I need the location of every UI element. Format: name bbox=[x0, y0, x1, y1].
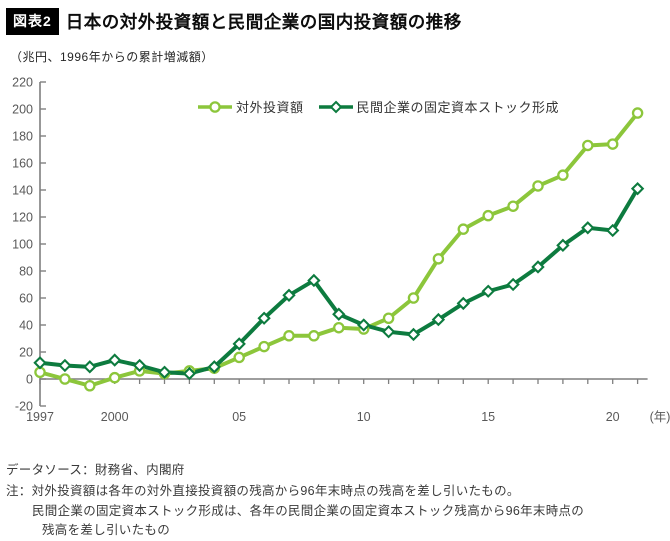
data-point-diamond bbox=[232, 337, 246, 351]
data-point-circle bbox=[283, 330, 295, 342]
data-point-diamond bbox=[481, 284, 495, 298]
y-tick-label: 60 bbox=[19, 292, 33, 306]
data-point-diamond bbox=[357, 318, 371, 332]
page-title: 日本の対外投資額と民間企業の国内投資額の推移 bbox=[65, 12, 462, 32]
figure-number-badge: 図表2 bbox=[6, 8, 59, 35]
data-point-diamond bbox=[257, 311, 271, 325]
data-point-diamond bbox=[332, 307, 346, 321]
x-tick-label: 10 bbox=[357, 410, 371, 424]
data-point-circle bbox=[582, 139, 594, 152]
data-point-diamond bbox=[381, 325, 396, 339]
data-point-circle bbox=[432, 253, 445, 265]
data-point-circle bbox=[84, 379, 96, 392]
data-point-circle bbox=[382, 312, 395, 324]
data-point-circle bbox=[108, 371, 121, 384]
unit-note: （兆円、1996年からの累計増減額） bbox=[10, 50, 214, 64]
x-tick-label: 15 bbox=[481, 410, 495, 424]
data-point-diamond bbox=[207, 360, 221, 374]
note-line-3: 残高を差し引いたもの bbox=[42, 523, 171, 538]
data-point-diamond bbox=[33, 356, 47, 370]
circle-series-marker-icon bbox=[198, 100, 232, 113]
data-point-circle bbox=[557, 169, 569, 181]
legend-label: 民間企業の固定資本ストック形成 bbox=[356, 100, 560, 115]
data-point-circle bbox=[233, 351, 245, 364]
note-line-2: 民間企業の固定資本ストック形成は、各年の民間企業の固定資本ストック残高から96年… bbox=[32, 503, 585, 518]
y-tick-label: 40 bbox=[19, 319, 33, 333]
chart-header: 図表2 日本の対外投資額と民間企業の国内投資額の推移 bbox=[0, 0, 670, 35]
x-axis-unit-label: (年) bbox=[650, 410, 670, 424]
data-point-circle bbox=[606, 138, 619, 150]
data-point-diamond bbox=[182, 366, 197, 381]
x-tick-label: 1997 bbox=[26, 410, 54, 424]
data-point-circle bbox=[59, 373, 71, 385]
data-point-diamond bbox=[456, 296, 470, 311]
y-tick-label: 80 bbox=[19, 265, 33, 279]
y-tick-label: 180 bbox=[12, 130, 33, 144]
y-tick-label: 140 bbox=[12, 184, 33, 198]
note-line-1: 注：対外投資額は各年の対外直接投資額の残高から96年末時点の残高を差し引いたもの… bbox=[6, 484, 520, 499]
data-point-diamond bbox=[531, 260, 545, 274]
data-point-diamond bbox=[83, 360, 97, 374]
series-line-0 bbox=[38, 111, 640, 388]
data-point-diamond bbox=[307, 273, 321, 288]
data-point-diamond bbox=[282, 288, 296, 302]
data-point-diamond bbox=[406, 327, 421, 342]
x-tick-label: 05 bbox=[232, 410, 246, 424]
data-point-circle bbox=[308, 330, 320, 342]
x-tick-label: 20 bbox=[606, 410, 620, 424]
data-point-diamond bbox=[431, 312, 446, 327]
data-point-diamond bbox=[630, 181, 645, 196]
data-point-circle bbox=[333, 321, 345, 334]
data-point-circle bbox=[258, 340, 270, 353]
data-point-circle bbox=[507, 200, 519, 212]
y-tick-label: 100 bbox=[12, 238, 33, 252]
legend-label: 対外投資額 bbox=[236, 100, 304, 115]
data-point-circle bbox=[482, 209, 494, 222]
chart-notes: データソース：財務省、内閣府 注：対外投資額は各年の対外直接投資額の残高から96… bbox=[6, 461, 670, 541]
chart-legend: 対外投資額 民間企業の固定資本ストック形成 bbox=[197, 97, 559, 116]
diamond-series-marker-icon bbox=[318, 100, 353, 113]
data-point-diamond bbox=[606, 223, 620, 238]
y-tick-label: 120 bbox=[12, 211, 33, 225]
data-source-line: データソース：財務省、内閣府 bbox=[6, 463, 185, 477]
data-point-diamond bbox=[108, 353, 122, 367]
y-tick-label: 160 bbox=[12, 157, 33, 171]
line-chart: -20 0 20 40 60 80 100 120 140 160 180 200 220 1997 200… bbox=[0, 71, 670, 431]
data-point-diamond bbox=[157, 365, 172, 379]
legend-item-outward-investment: 対外投資額 bbox=[197, 97, 304, 116]
data-point-diamond bbox=[506, 277, 520, 292]
y-tick-label: 200 bbox=[12, 103, 33, 117]
data-point-circle bbox=[407, 292, 420, 304]
series-line-1 bbox=[38, 186, 640, 376]
data-point-diamond bbox=[132, 358, 147, 373]
data-point-circle bbox=[457, 223, 470, 235]
data-point-diamond bbox=[58, 358, 72, 373]
data-point-circle bbox=[631, 107, 644, 119]
x-tick-label: 2000 bbox=[101, 410, 129, 424]
data-point-diamond bbox=[581, 221, 595, 235]
legend-item-capital-stock: 民間企業の固定資本ストック形成 bbox=[318, 97, 560, 116]
data-point-diamond bbox=[556, 238, 570, 253]
y-tick-label: 0 bbox=[26, 373, 33, 387]
y-tick-label: -20 bbox=[15, 400, 33, 414]
y-tick-label: 220 bbox=[12, 76, 33, 90]
y-tick-label: 20 bbox=[19, 346, 33, 360]
data-point-circle bbox=[532, 180, 544, 192]
